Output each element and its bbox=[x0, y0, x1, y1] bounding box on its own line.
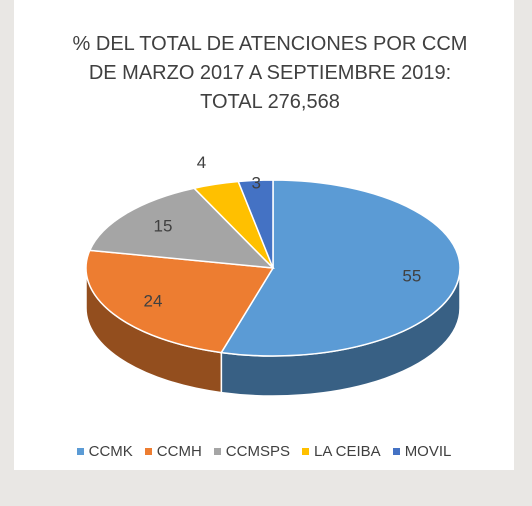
legend-swatch bbox=[76, 448, 84, 455]
legend-label: CCMSPS bbox=[225, 443, 290, 460]
chart-title: % DEL TOTAL DE ATENCIONES POR CCM DE MAR… bbox=[72, 33, 468, 113]
legend-label: CCMK bbox=[88, 443, 133, 460]
data-label: 55 bbox=[402, 267, 421, 286]
data-label: 15 bbox=[153, 217, 172, 236]
legend: CCMK CCMH CCMSPS LA CEIBA MOVIL bbox=[14, 443, 514, 460]
legend-item: MOVIL bbox=[392, 443, 452, 460]
legend-swatch bbox=[144, 448, 152, 455]
legend-item: CCMK bbox=[76, 443, 133, 460]
legend-swatch bbox=[213, 448, 221, 455]
data-label: 24 bbox=[144, 292, 163, 311]
slice bbox=[88, 187, 275, 269]
slice bbox=[220, 179, 461, 357]
slice bbox=[85, 249, 275, 354]
data-label: 3 bbox=[252, 173, 261, 192]
legend-label: LA CEIBA bbox=[313, 443, 381, 460]
legend-label: CCMH bbox=[156, 443, 202, 460]
data-label: 4 bbox=[197, 153, 206, 172]
legend-item: CCMSPS bbox=[213, 443, 290, 460]
legend-label: MOVIL bbox=[404, 443, 452, 460]
legend-swatch bbox=[301, 448, 309, 455]
slice bbox=[237, 179, 274, 269]
legend-swatch bbox=[392, 448, 400, 455]
legend-item: LA CEIBA bbox=[301, 443, 381, 460]
legend-item: CCMH bbox=[144, 443, 202, 460]
